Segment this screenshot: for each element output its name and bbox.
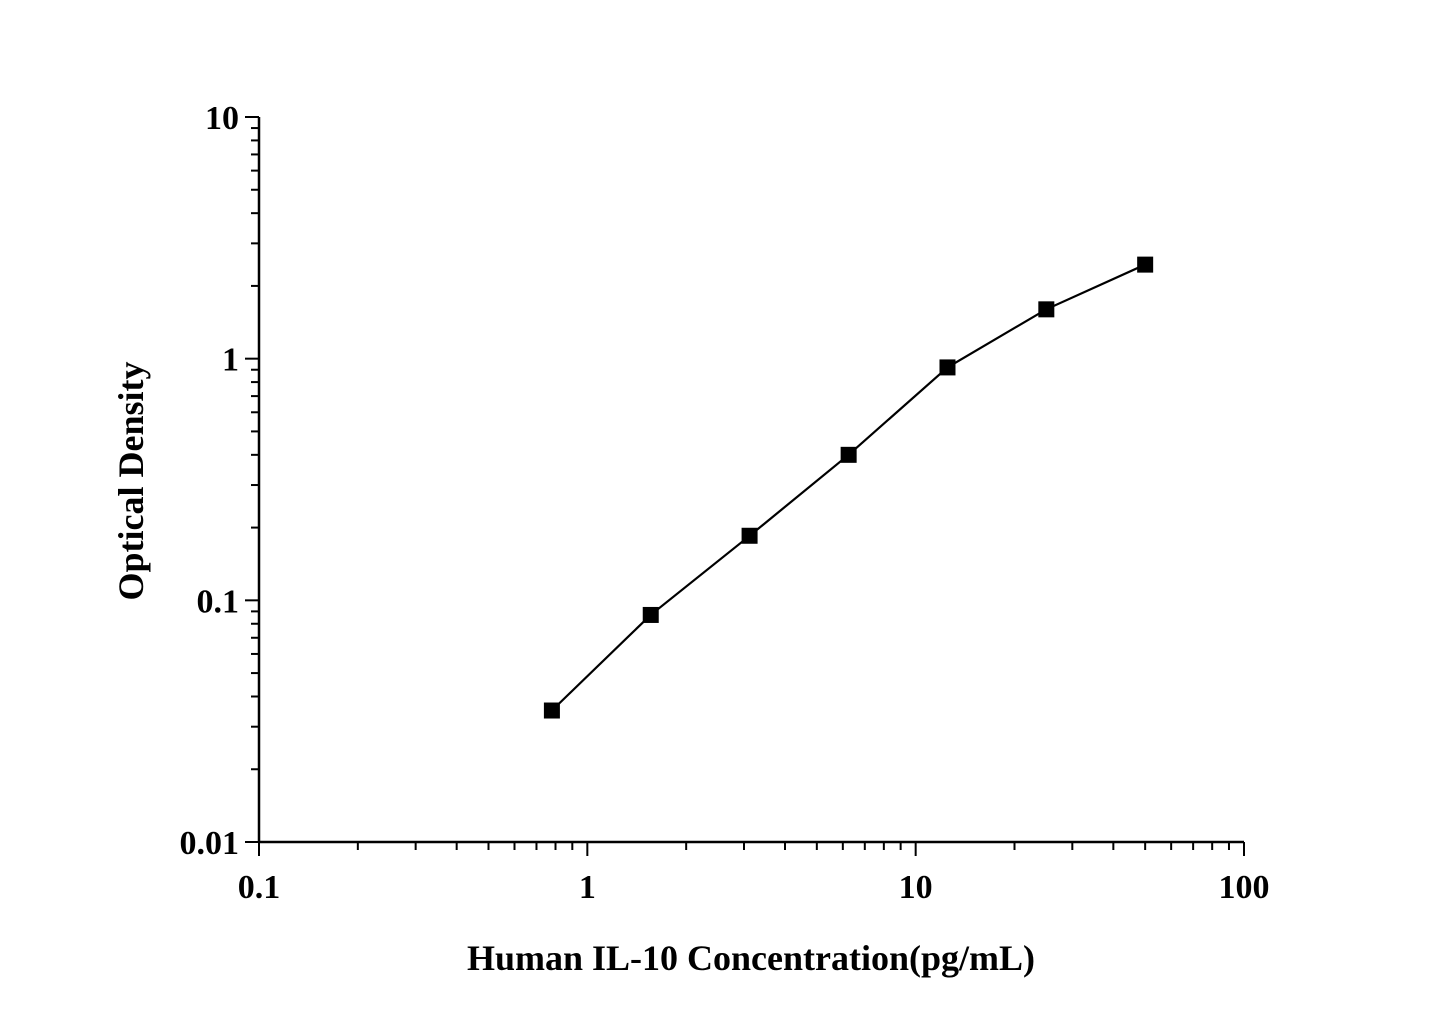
x-tick-labels: 0.1 1 10 100	[238, 869, 1270, 906]
y-tick-label: 1	[222, 342, 239, 379]
data-point	[543, 702, 560, 719]
y-tick-label: 0.1	[197, 583, 240, 620]
y-axis-title: Optical Density	[111, 362, 151, 601]
x-tick-label: 100	[1219, 869, 1270, 906]
data-point	[741, 527, 758, 544]
series-line	[551, 263, 1146, 712]
data-point	[642, 606, 659, 623]
x-tick-label: 0.1	[238, 869, 281, 906]
x-tick-label: 1	[579, 869, 596, 906]
y-tick-labels: 0.01 0.1 1 10	[180, 100, 240, 862]
axes	[245, 116, 1245, 856]
data-point	[1137, 256, 1154, 273]
data-point	[1038, 301, 1055, 318]
x-axis-title: Human IL-10 Concentration(pg/mL)	[467, 938, 1035, 978]
y-tick-label: 10	[205, 100, 239, 137]
data-markers	[543, 256, 1154, 719]
data-point	[939, 359, 956, 376]
data-point	[840, 446, 857, 463]
y-tick-label: 0.01	[180, 825, 240, 862]
x-tick-label: 10	[899, 869, 933, 906]
